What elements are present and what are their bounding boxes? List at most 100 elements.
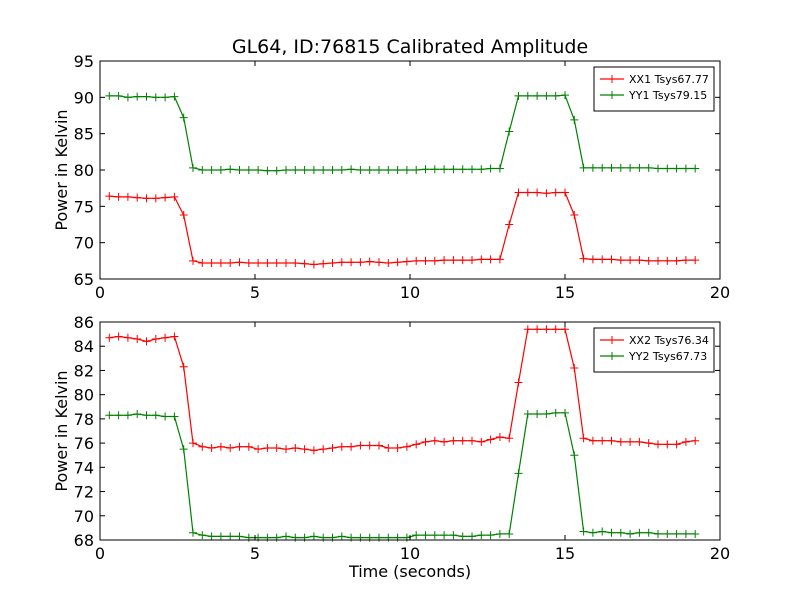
data-point [105, 411, 114, 420]
data-point [663, 256, 672, 265]
data-point [198, 531, 207, 540]
data-point [421, 165, 430, 174]
data-point [551, 91, 560, 100]
data-point [635, 163, 644, 172]
data-point [644, 163, 653, 172]
y-tick-label: 76 [74, 434, 94, 453]
x-tick-label: 20 [710, 544, 730, 563]
data-point [207, 532, 216, 541]
data-point [337, 166, 346, 174]
data-point [495, 255, 504, 264]
series-line-2 [109, 94, 696, 172]
data-point [244, 442, 253, 451]
data-point [598, 436, 607, 445]
x-tick-label: 20 [710, 283, 730, 302]
data-point [133, 334, 142, 343]
y-tick-label: 82 [74, 361, 94, 380]
data-point [328, 259, 337, 268]
data-point [626, 256, 635, 265]
data-point [254, 445, 263, 454]
data-point [430, 165, 439, 174]
data-point [663, 440, 672, 449]
y-tick-label: 80 [74, 161, 94, 180]
data-point [598, 255, 607, 264]
data-point [430, 256, 439, 265]
data-point [570, 115, 579, 124]
data-point [421, 437, 430, 446]
data-point [216, 442, 225, 451]
x-tick-label: 10 [400, 283, 420, 302]
legend-marker [608, 75, 616, 83]
data-point [505, 127, 514, 136]
data-point [523, 410, 532, 419]
data-point [189, 528, 197, 537]
legend-label: XX1 Tsys67.77 [629, 73, 709, 86]
data-point [402, 442, 411, 451]
data-point [170, 92, 179, 101]
data-point [198, 259, 207, 268]
series-line-2 [109, 412, 696, 539]
x-tick-label: 15 [555, 544, 575, 563]
data-point [328, 443, 337, 452]
y-tick-label: 68 [74, 531, 94, 550]
data-point [449, 436, 458, 445]
y-tick-label: 78 [74, 410, 94, 429]
data-point [654, 256, 662, 265]
chart-bottom: 0 5 10 15 20 68 70 72 74 76 78 80 82 84 86 Power in Kel… [52, 313, 730, 581]
data-point [105, 91, 114, 100]
data-point [588, 436, 597, 445]
data-point [430, 436, 439, 445]
data-point [412, 166, 421, 174]
data-point [319, 445, 328, 454]
data-point [654, 164, 662, 173]
data-point [328, 166, 337, 174]
y-tick-label: 70 [74, 507, 94, 526]
data-point [254, 259, 263, 268]
data-point [607, 528, 616, 537]
data-point [440, 256, 449, 265]
data-point [421, 531, 430, 540]
data-point [570, 211, 579, 220]
data-point [663, 164, 672, 173]
data-point [356, 166, 365, 174]
data-point [579, 254, 588, 263]
data-point [681, 437, 690, 446]
x-tick-label: 0 [95, 544, 105, 563]
data-point [365, 257, 374, 266]
data-point [216, 532, 225, 541]
data-point [477, 437, 486, 446]
data-point [542, 325, 551, 334]
data-point [151, 334, 160, 343]
data-point [486, 435, 495, 444]
data-point [133, 92, 142, 101]
data-point [244, 259, 253, 268]
data-point [458, 165, 467, 174]
data-point [672, 440, 681, 449]
data-point [300, 445, 309, 454]
data-point [616, 528, 625, 537]
data-point [477, 165, 486, 174]
data-point [607, 163, 616, 172]
data-point [644, 256, 653, 265]
data-point [347, 165, 356, 174]
data-point [495, 164, 504, 173]
data-point [272, 259, 281, 268]
data-point [542, 410, 551, 419]
data-point [402, 166, 411, 174]
data-point [412, 531, 421, 540]
data-point [477, 255, 486, 264]
data-point [179, 445, 188, 454]
data-point [319, 166, 328, 174]
data-point [142, 194, 151, 203]
data-point [226, 532, 235, 541]
data-point [691, 164, 700, 173]
data-point [458, 532, 467, 541]
data-point [142, 337, 151, 346]
data-point [151, 411, 160, 420]
data-point [468, 532, 476, 541]
data-point [105, 333, 114, 342]
data-point [505, 529, 514, 538]
data-point [505, 434, 514, 443]
data-point [468, 256, 476, 265]
series-line-1 [109, 328, 696, 452]
